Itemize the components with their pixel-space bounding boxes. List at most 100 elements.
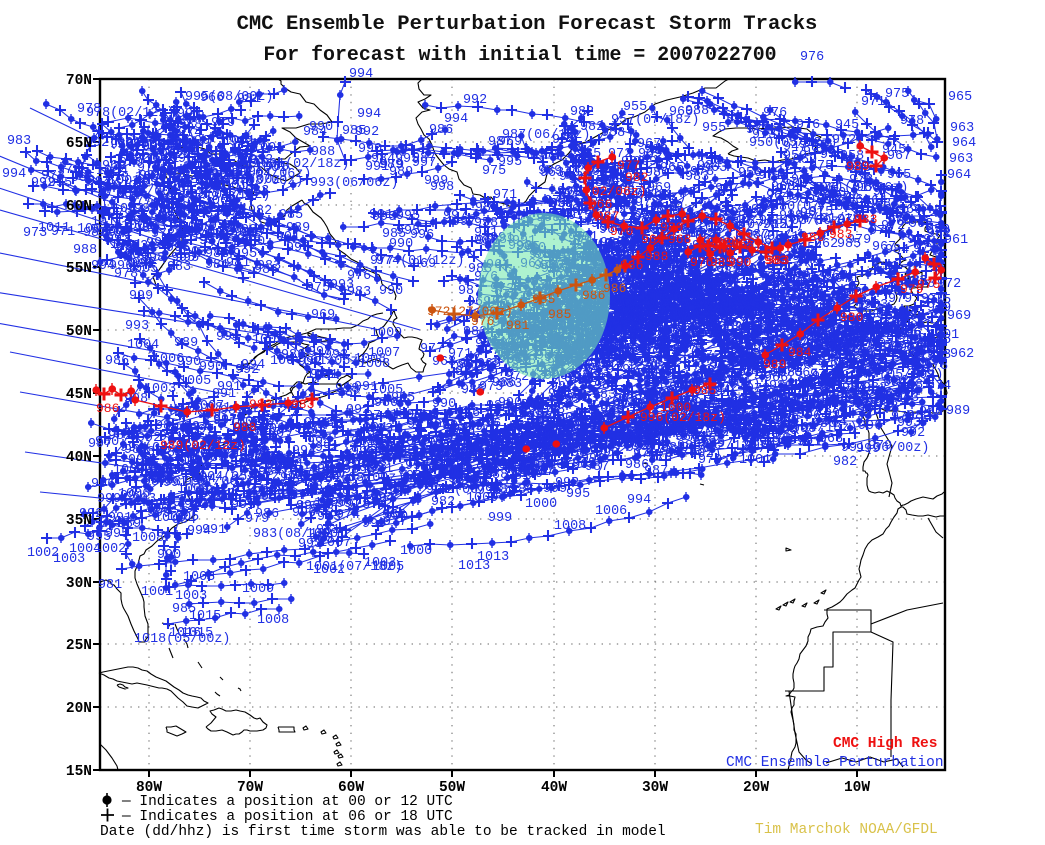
svg-text:1002: 1002 [184,454,216,469]
svg-text:965: 965 [670,418,694,433]
svg-text:987: 987 [160,213,184,228]
svg-text:994: 994 [2,167,26,182]
svg-text:975: 975 [306,281,330,296]
svg-text:980: 980 [374,396,398,411]
svg-text:996: 996 [170,152,194,167]
svg-text:970: 970 [781,176,805,191]
svg-text:973: 973 [559,170,583,185]
svg-text:1004: 1004 [490,458,522,473]
svg-text:966: 966 [877,285,901,300]
svg-text:970: 970 [617,298,641,313]
svg-text:981: 981 [506,318,530,333]
svg-text:971: 971 [51,225,75,240]
svg-text:1003: 1003 [183,570,215,585]
svg-text:976: 976 [878,337,902,352]
svg-text:977: 977 [704,273,728,288]
svg-text:989: 989 [428,446,452,461]
svg-text:989: 989 [701,437,725,452]
svg-text:995: 995 [87,530,111,545]
svg-text:983: 983 [317,510,341,525]
svg-text:993: 993 [610,437,634,452]
svg-text:991: 991 [276,230,300,245]
svg-text:988: 988 [237,232,261,247]
svg-text:972: 972 [897,321,921,336]
svg-text:983: 983 [245,184,269,199]
svg-text:30N: 30N [66,576,92,592]
svg-text:985: 985 [269,484,293,499]
svg-text:987: 987 [665,278,689,293]
svg-text:978: 978 [911,277,935,292]
svg-text:45N: 45N [66,387,92,403]
svg-text:991: 991 [793,299,817,314]
svg-text:985: 985 [202,451,226,466]
svg-text:992: 992 [744,419,768,434]
svg-text:977: 977 [536,405,560,420]
svg-text:977(05/00z): 977(05/00z) [855,368,943,383]
svg-text:983: 983 [167,260,191,275]
svg-text:989: 989 [317,462,341,477]
svg-text:960: 960 [793,316,817,331]
svg-text:971: 971 [621,177,645,192]
svg-text:981: 981 [548,387,572,402]
svg-text:995: 995 [193,150,217,165]
svg-text:971: 971 [517,430,541,445]
svg-text:983(05/18z): 983(05/18z) [662,301,750,316]
svg-text:961: 961 [791,173,815,188]
svg-text:1007: 1007 [204,194,236,209]
svg-text:992: 992 [318,471,342,486]
svg-text:985: 985 [532,292,555,307]
svg-text:971: 971 [600,165,624,180]
svg-text:996(06/06z): 996(06/06z) [777,355,865,370]
svg-text:990(03/06z): 990(03/06z) [787,324,875,339]
svg-text:985: 985 [600,404,624,419]
svg-text:999: 999 [129,289,153,304]
svg-text:969: 969 [498,135,522,150]
svg-text:991: 991 [120,489,144,504]
svg-text:997: 997 [550,380,574,395]
svg-text:1008: 1008 [180,220,212,235]
svg-text:988(01/12z): 988(01/12z) [182,188,270,203]
svg-text:974: 974 [178,126,202,141]
svg-text:964: 964 [888,215,912,230]
svg-text:986: 986 [105,354,129,369]
svg-text:995: 995 [879,392,903,407]
svg-text:1002: 1002 [145,502,177,517]
svg-text:970: 970 [736,306,760,321]
svg-text:994: 994 [91,259,115,274]
svg-text:972: 972 [211,177,235,192]
svg-text:1013: 1013 [477,550,509,565]
svg-text:991: 991 [108,511,132,526]
svg-text:965: 965 [948,90,972,105]
svg-text:981: 981 [205,258,229,273]
svg-text:1001: 1001 [141,585,173,600]
svg-text:1004: 1004 [127,338,159,353]
svg-text:967: 967 [664,299,688,314]
svg-text:991: 991 [369,208,393,223]
svg-text:984: 984 [237,159,261,174]
svg-text:979: 979 [211,116,235,131]
svg-text:995: 995 [442,419,466,434]
svg-text:986: 986 [573,441,597,456]
svg-text:973: 973 [899,341,923,356]
svg-text:977: 977 [670,284,694,299]
svg-text:968: 968 [265,160,289,175]
svg-text:996: 996 [151,473,175,488]
svg-text:975: 975 [650,302,674,317]
svg-text:981: 981 [366,446,390,461]
svg-text:998: 998 [792,422,816,437]
svg-text:978: 978 [490,366,514,381]
svg-text:974: 974 [424,463,448,478]
svg-text:960: 960 [669,105,693,120]
svg-text:970: 970 [640,316,664,331]
svg-text:992: 992 [298,355,322,370]
svg-text:947: 947 [783,140,807,155]
svg-text:1005: 1005 [383,445,415,460]
svg-text:969(02/06z): 969(02/06z) [791,193,879,208]
svg-text:985: 985 [837,237,861,252]
svg-text:972: 972 [937,277,961,292]
svg-text:986: 986 [281,348,305,363]
svg-text:967: 967 [685,311,709,326]
svg-text:1015: 1015 [189,609,221,624]
svg-text:982: 982 [630,305,654,320]
svg-text:997: 997 [443,209,467,224]
